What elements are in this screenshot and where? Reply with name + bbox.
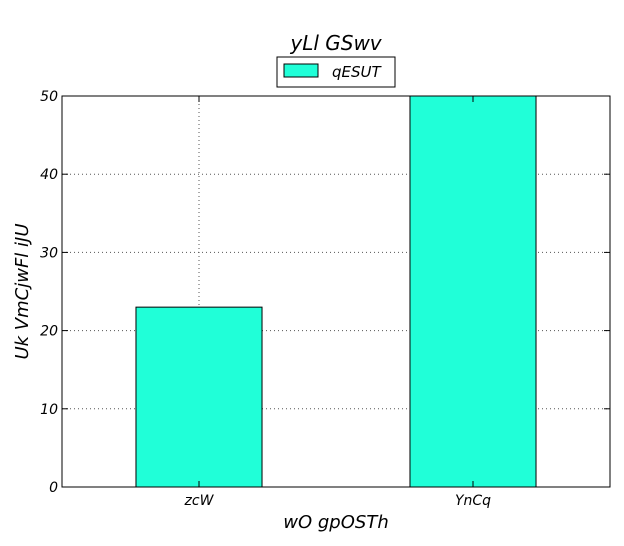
y-tick-label: 10 [40, 402, 58, 418]
y-tick-label: 50 [40, 89, 58, 105]
bar-zcW [135, 306, 263, 488]
x-axis-label: wO gpOSTh [283, 512, 388, 533]
tick-labels: 0 10 20 30 40 50 zcW YnCq [40, 89, 491, 509]
y-axis-label: Uk VmCjwFl iJU [12, 223, 33, 359]
legend-swatch [283, 63, 319, 78]
legend: qESUT [276, 56, 396, 88]
bars [135, 95, 537, 488]
x-tick-label: YnCq [455, 493, 491, 509]
axis-ticks [62, 95, 610, 488]
x-tick-label: zcW [184, 493, 215, 509]
y-tick-label: 20 [40, 324, 58, 340]
legend-label: qESUT [332, 63, 382, 81]
y-tick-label: 0 [49, 480, 58, 496]
chart-title: yLl GSwv [289, 31, 382, 55]
bar-YnCq [409, 95, 537, 488]
y-tick-label: 30 [40, 245, 58, 261]
plot-frame [61, 95, 611, 488]
y-tick-label: 40 [40, 167, 58, 183]
